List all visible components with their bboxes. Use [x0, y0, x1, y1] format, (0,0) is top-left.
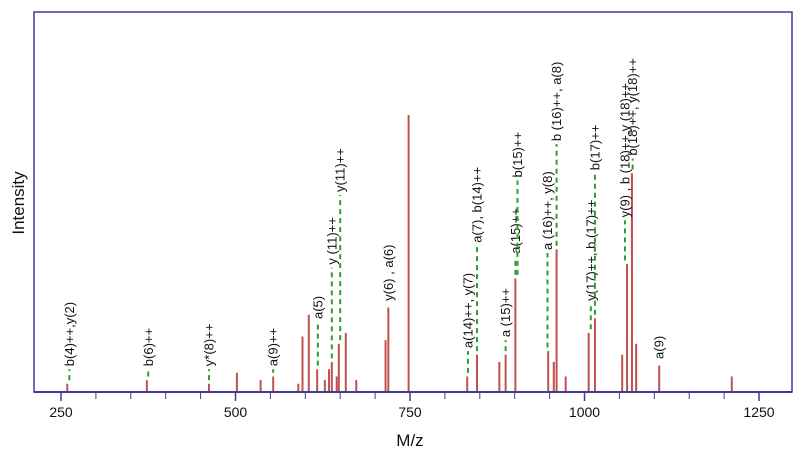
- x-axis-title: M/z: [396, 431, 423, 450]
- peak-annotation-label: b(4)++,y(2): [62, 302, 77, 366]
- peak-annotation-label: b (16)++, a(8): [549, 62, 564, 142]
- peak-annotation-label: b(15)++: [510, 132, 525, 178]
- y-axis-title: Intensity: [9, 171, 28, 235]
- peak-annotation-label: a(15)++: [508, 208, 523, 254]
- peak-annotation-label: a(7), b(14)++: [470, 167, 485, 243]
- x-tick-label: 1000: [569, 404, 600, 420]
- x-tick-label: 250: [49, 404, 73, 420]
- peak-annotation-label: b(17)++: [587, 125, 602, 171]
- x-tick-label: 500: [224, 404, 248, 420]
- x-tick-label: 1250: [743, 404, 774, 420]
- peak-annotation-label: y(17)++, b (17)++: [583, 200, 598, 301]
- peak-annotation-label: a (16)++, y(8): [540, 171, 555, 250]
- x-axis-ticks: 250 500 750 1000 1250: [49, 392, 775, 420]
- peak-annotation-label: a(5): [310, 296, 325, 319]
- peaks: [66, 115, 733, 391]
- peak-annotations: b(4)++,y(2) b(6)++ y*(8)++ a(9)++ a(5) y (11)…: [62, 58, 667, 381]
- peak-annotation-label: y(6) , a(6): [381, 245, 396, 301]
- peak-annotation-label: y*(8)++: [201, 324, 216, 367]
- peak-annotation-label: y(9) , b (18)++,y (18)++: [617, 83, 632, 217]
- peak-annotation-label: y (11)++: [324, 217, 339, 264]
- peak-annotation-label: b(18)++, y(18)++: [625, 58, 640, 156]
- peak-annotation-label: b(6)++: [141, 328, 156, 366]
- peak-annotation-label: y(11)++: [333, 148, 348, 192]
- peak-annotation-label: a(9)++: [266, 328, 281, 366]
- x-tick-label: 750: [398, 404, 422, 420]
- peak-annotation-label: a(14)++, y(7): [460, 273, 475, 348]
- peak-annotation-label: a(9): [652, 336, 667, 359]
- peak-annotation-label: a (15)++: [498, 288, 513, 337]
